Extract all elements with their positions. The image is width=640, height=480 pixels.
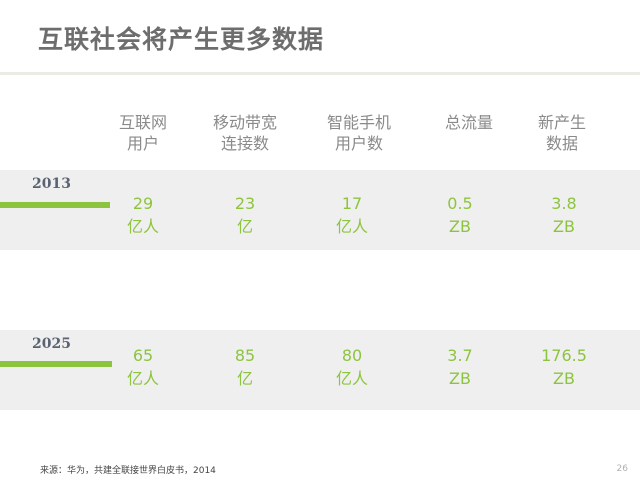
year-label-2013: 2013 [32, 176, 71, 192]
column-headers: 互联网 用户 移动带宽 连接数 智能手机 用户数 总流量 新产生 数据 [0, 112, 640, 156]
cell-2025-internet-users: 65 亿人 [126, 346, 159, 388]
column-header-total-traffic: 总流量 [444, 113, 493, 132]
row-2013-band [0, 170, 640, 250]
cell-2013-new-data: 3.8 ZB [551, 194, 577, 236]
year-bar-2025 [0, 361, 112, 367]
cell-2013-mobile-broadband: 23 亿 [234, 194, 256, 236]
cell-2025-smartphone-users: 80 亿人 [335, 346, 368, 388]
page-number: 26 [616, 464, 628, 474]
cell-2025-new-data: 176.5 ZB [541, 346, 587, 388]
cell-2013-smartphone-users: 17 亿人 [335, 194, 368, 236]
cell-2025-mobile-broadband: 85 亿 [234, 346, 256, 388]
column-header-internet-users: 互联网 用户 [118, 113, 167, 153]
cell-2025-total-traffic: 3.7 ZB [447, 346, 473, 388]
column-header-new-data: 新产生 数据 [537, 113, 586, 153]
column-header-mobile-broadband: 移动带宽 连接数 [212, 113, 277, 153]
page-title: 互联社会将产生更多数据 [38, 25, 325, 54]
year-bar-2013 [0, 202, 110, 208]
row-2025-band [0, 330, 640, 410]
cell-2013-internet-users: 29 亿人 [126, 194, 159, 236]
cell-2013-total-traffic: 0.5 ZB [447, 194, 473, 236]
source-note: 来源：华为，共建全联接世界白皮书，2014 [40, 466, 216, 476]
column-header-smartphone-users: 智能手机 用户数 [326, 113, 391, 153]
title-divider [0, 72, 640, 75]
year-label-2025: 2025 [32, 336, 71, 352]
